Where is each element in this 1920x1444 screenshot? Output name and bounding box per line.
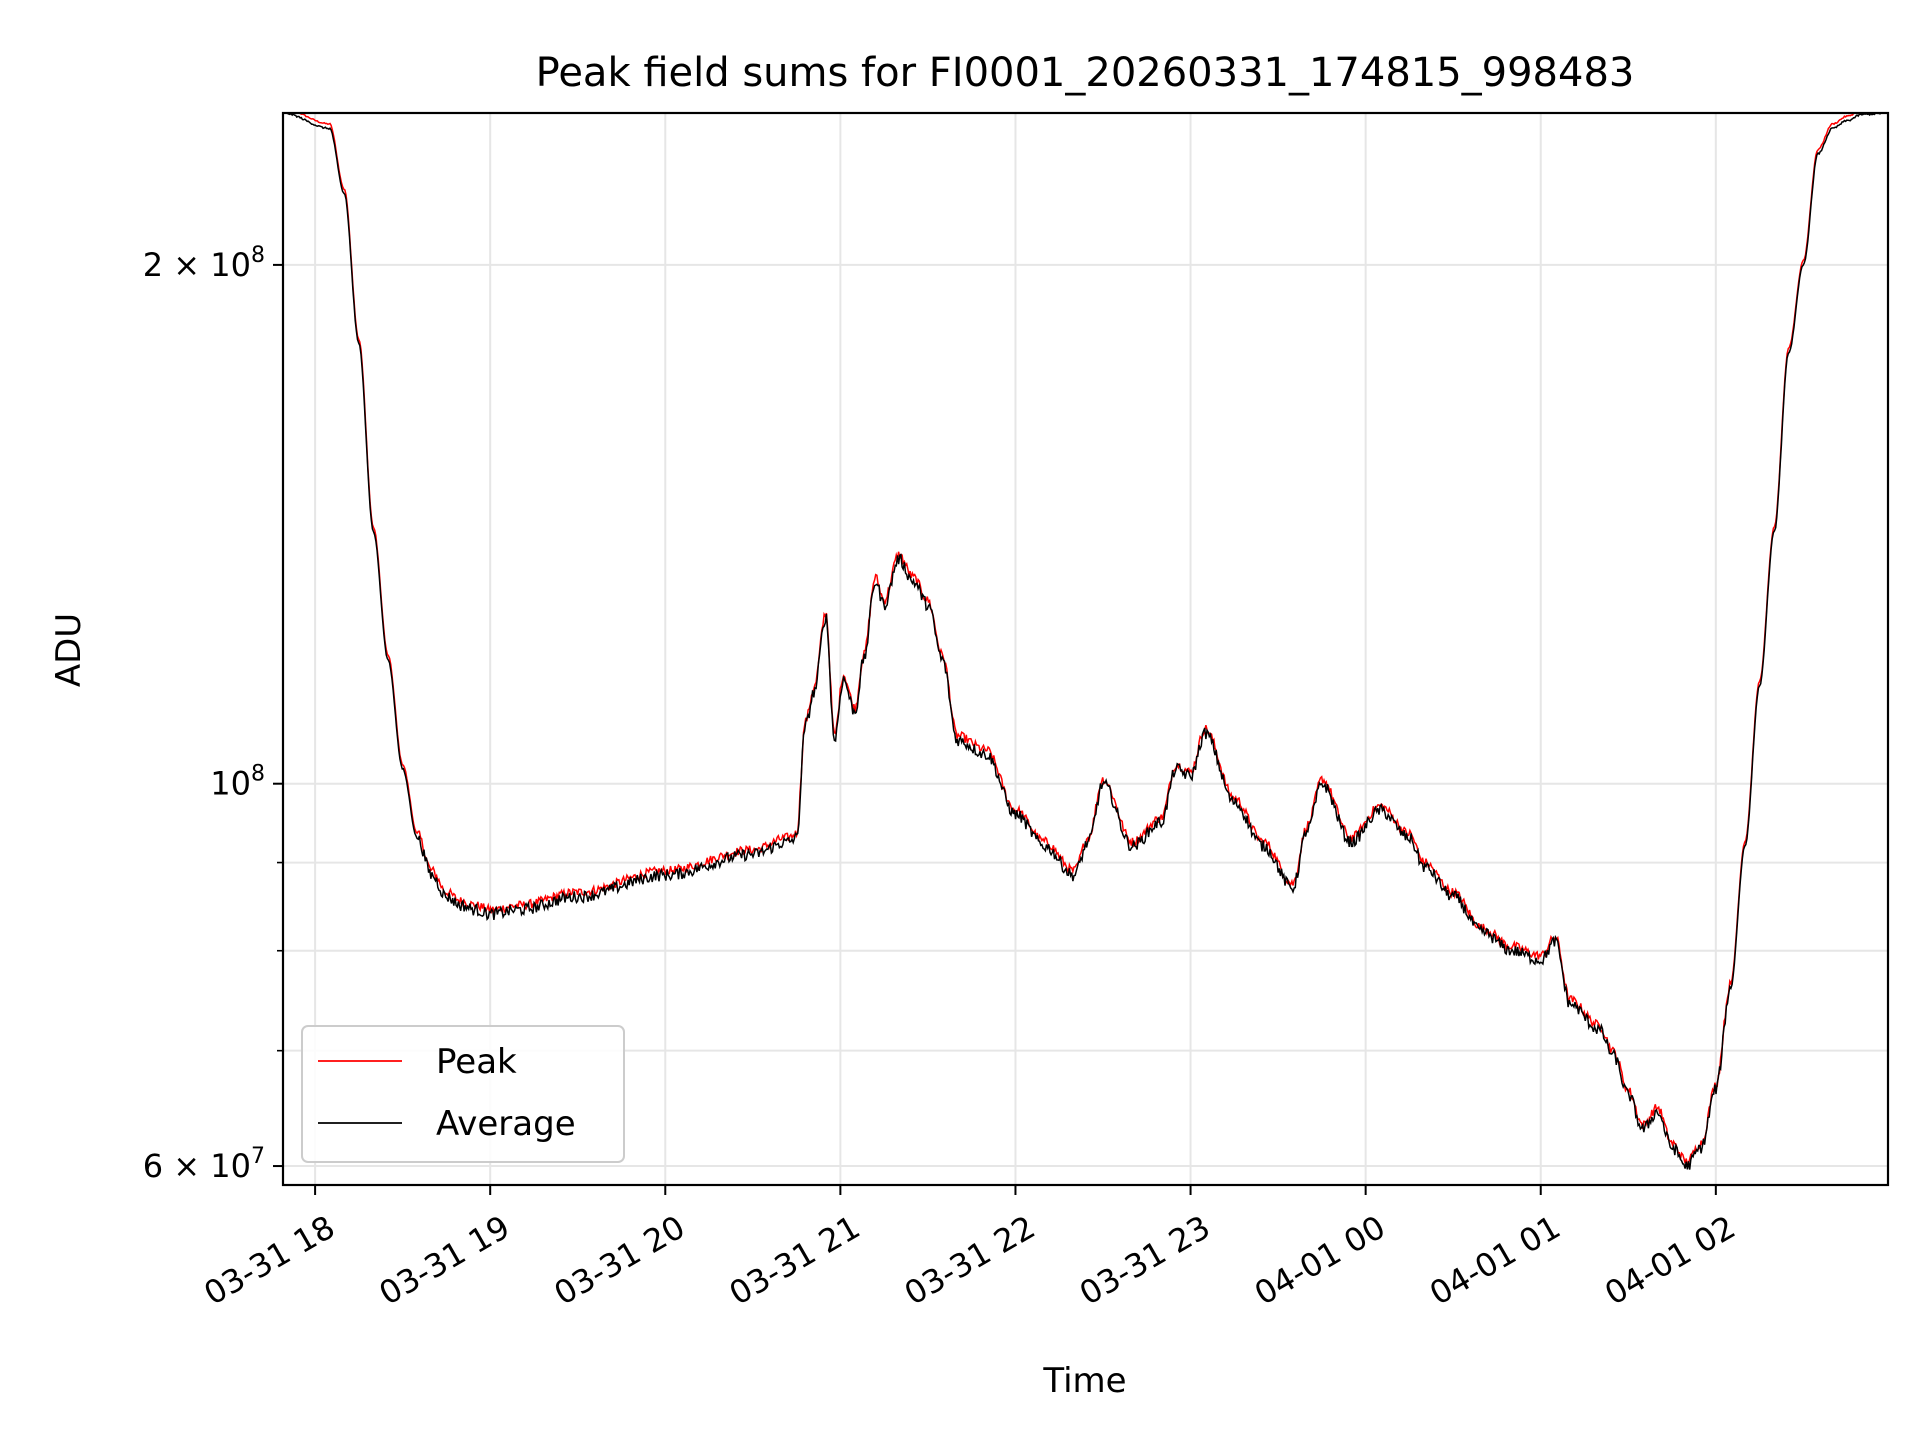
legend-label-average: Average xyxy=(436,1104,576,1144)
y-tick-base: 6 × 10 xyxy=(143,1147,251,1185)
x-tick-label: 04-01 02 xyxy=(1598,1208,1742,1313)
grid-layer xyxy=(283,113,1888,1185)
x-tick-label: 03-31 21 xyxy=(723,1208,867,1313)
series-average-line xyxy=(282,112,1888,1170)
legend: Peak Average xyxy=(301,1025,625,1163)
series-peak-line xyxy=(283,112,1888,1166)
y-tick-exponent: 7 xyxy=(251,1144,265,1169)
y-tick-base: 2 × 10 xyxy=(143,246,251,284)
legend-label-peak: Peak xyxy=(436,1042,517,1082)
x-tick-label: 03-31 22 xyxy=(898,1208,1042,1313)
y-axis-label: ADU xyxy=(49,613,89,687)
y-tick-base: 10 xyxy=(210,765,251,803)
y-tick-exponent: 8 xyxy=(251,243,265,268)
x-tick-label: 03-31 20 xyxy=(548,1208,692,1313)
series-layer xyxy=(282,112,1888,1170)
y-tick-exponent: 8 xyxy=(251,762,265,787)
y-tick-label: 6 × 107 xyxy=(143,1144,265,1185)
plot-frame xyxy=(281,111,1890,1187)
y-tick-label: 108 xyxy=(210,762,265,803)
x-axis: 03-31 18 03-31 19 03-31 20 03-31 21 03-31 22… xyxy=(198,1185,1742,1313)
chart-title: Peak field sums for FI0001_20260331_1748… xyxy=(536,50,1635,96)
x-tick-label: 03-31 23 xyxy=(1073,1208,1217,1313)
x-tick-label: 03-31 19 xyxy=(373,1208,517,1313)
x-tick-label: 04-01 01 xyxy=(1423,1208,1567,1313)
x-axis-label: Time xyxy=(1042,1361,1126,1401)
y-tick-label: 2 × 108 xyxy=(143,243,265,284)
legend-box xyxy=(301,1025,625,1163)
x-tick-label: 03-31 18 xyxy=(198,1208,342,1313)
x-tick-label: 04-01 00 xyxy=(1248,1208,1392,1313)
